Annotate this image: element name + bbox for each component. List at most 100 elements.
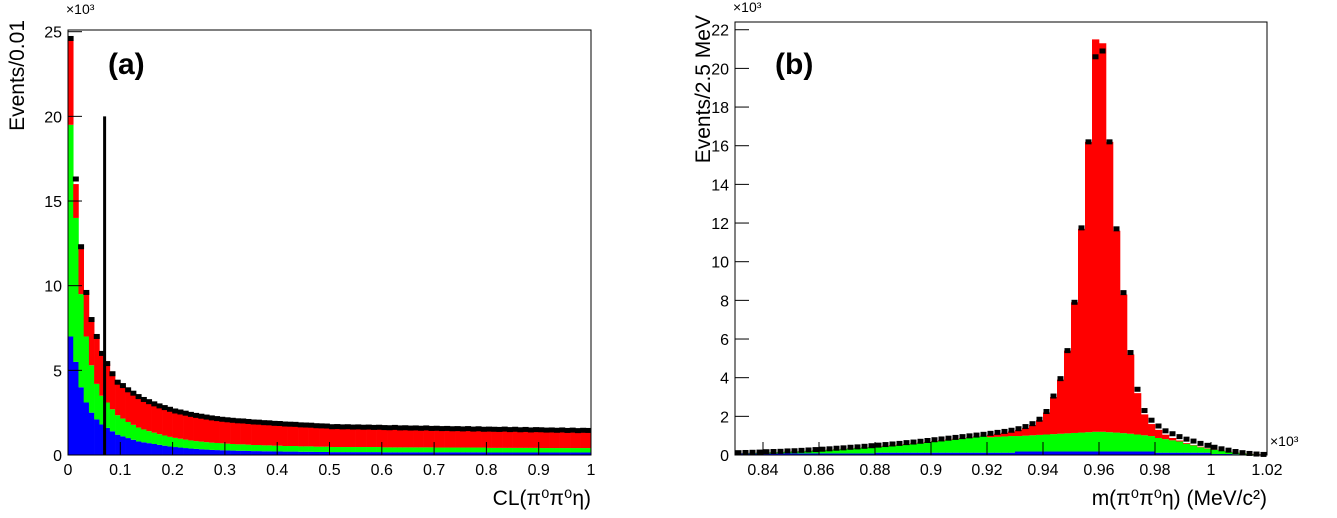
data-point	[297, 422, 304, 428]
histogram-bar	[345, 452, 351, 455]
histogram-bar	[115, 382, 121, 416]
data-point	[973, 432, 980, 438]
data-point	[1029, 421, 1036, 427]
histogram-bar	[1036, 451, 1044, 455]
y-tick-label: 8	[720, 293, 729, 310]
x-tick-label: 0.96	[1083, 462, 1114, 479]
histogram-bar	[889, 452, 897, 455]
data-point	[72, 176, 79, 182]
histogram-bar	[355, 452, 362, 455]
histogram-bar	[183, 439, 189, 449]
x-tick-label: 0.86	[803, 462, 834, 479]
data-point	[418, 425, 425, 431]
histogram-bar	[987, 452, 995, 455]
histogram-bar	[146, 402, 152, 432]
histogram-bar	[308, 446, 315, 452]
histogram-bar	[1092, 39, 1100, 432]
data-point	[438, 426, 445, 432]
data-point	[245, 418, 252, 424]
data-point	[1155, 423, 1162, 429]
histogram-bar	[156, 434, 163, 445]
histogram-bar	[1190, 452, 1198, 455]
x-axis-label: CL(π⁰π⁰η)	[493, 487, 591, 510]
histogram-bar	[470, 428, 477, 448]
histogram-bar	[868, 447, 876, 454]
histogram-bar	[1127, 354, 1135, 434]
data-point	[527, 427, 534, 433]
data-point	[365, 424, 372, 430]
data-point	[819, 446, 826, 452]
data-point	[1057, 376, 1064, 382]
data-point	[135, 394, 142, 400]
histogram-bar	[570, 430, 576, 449]
histogram-bar	[833, 453, 841, 455]
histogram-bar	[1008, 452, 1016, 455]
histogram-bar	[162, 445, 168, 455]
histogram-bar	[854, 453, 862, 455]
histogram-bar	[1197, 447, 1205, 453]
x-tick-label: 1	[1207, 462, 1216, 479]
histogram-bar	[104, 363, 111, 403]
histogram-bar	[303, 446, 309, 452]
histogram-bar	[423, 427, 430, 448]
histogram-bar	[507, 447, 513, 453]
data-point	[522, 426, 529, 432]
histogram-bar	[198, 416, 205, 442]
y-axis-label: Events/0.01	[6, 20, 29, 131]
histogram-bar	[945, 452, 953, 455]
histogram-bar	[1099, 431, 1107, 452]
histogram-bar	[418, 447, 424, 453]
histogram-bar	[198, 441, 205, 450]
histogram-bar	[1078, 451, 1086, 455]
histogram-bar	[570, 452, 576, 455]
data-point	[987, 430, 994, 436]
histogram-bar	[266, 451, 273, 455]
data-point	[784, 448, 791, 454]
plot-frame	[67, 29, 592, 456]
histogram-bar	[1169, 437, 1177, 441]
histogram-bar	[83, 402, 90, 455]
histogram-bar	[580, 448, 587, 453]
histogram-bar	[564, 452, 571, 455]
histogram-bar	[334, 427, 341, 448]
histogram-bar	[99, 395, 105, 425]
histogram-bar	[360, 447, 367, 453]
data-point	[449, 426, 456, 432]
data-point	[896, 440, 903, 446]
histogram-bar	[193, 441, 200, 449]
data-point	[840, 445, 847, 451]
histogram-bar	[177, 412, 184, 439]
histogram-bar	[298, 451, 304, 455]
histogram-bar	[434, 447, 440, 453]
data-point	[198, 413, 205, 419]
data-point	[177, 409, 184, 415]
histogram-bar	[1113, 451, 1121, 455]
histogram-bar	[339, 452, 346, 455]
histogram-bar	[538, 430, 545, 449]
data-point	[161, 405, 168, 411]
histogram-bar	[882, 446, 890, 453]
histogram-bar	[455, 452, 461, 455]
histogram-bar	[402, 447, 409, 453]
histogram-bar	[959, 438, 967, 453]
histogram-bar	[188, 440, 194, 449]
data-point	[486, 426, 493, 432]
histogram-bar	[980, 436, 988, 453]
histogram-bar	[1050, 397, 1058, 435]
histogram-bar	[938, 440, 946, 453]
histogram-bar	[475, 428, 482, 448]
histogram-bar	[240, 421, 247, 445]
histogram-bar	[83, 336, 90, 403]
data-point	[240, 418, 247, 424]
histogram-bar	[1064, 451, 1072, 455]
histogram-bar	[784, 453, 792, 455]
histogram-bar	[376, 427, 383, 448]
histogram-bar	[303, 425, 309, 447]
histogram-bar	[120, 385, 126, 419]
histogram-bar	[99, 353, 105, 396]
histogram-bar	[177, 447, 184, 455]
histogram-bar	[512, 447, 519, 453]
data-point	[208, 415, 215, 421]
data-point	[397, 425, 404, 431]
histogram-bar	[449, 447, 456, 453]
